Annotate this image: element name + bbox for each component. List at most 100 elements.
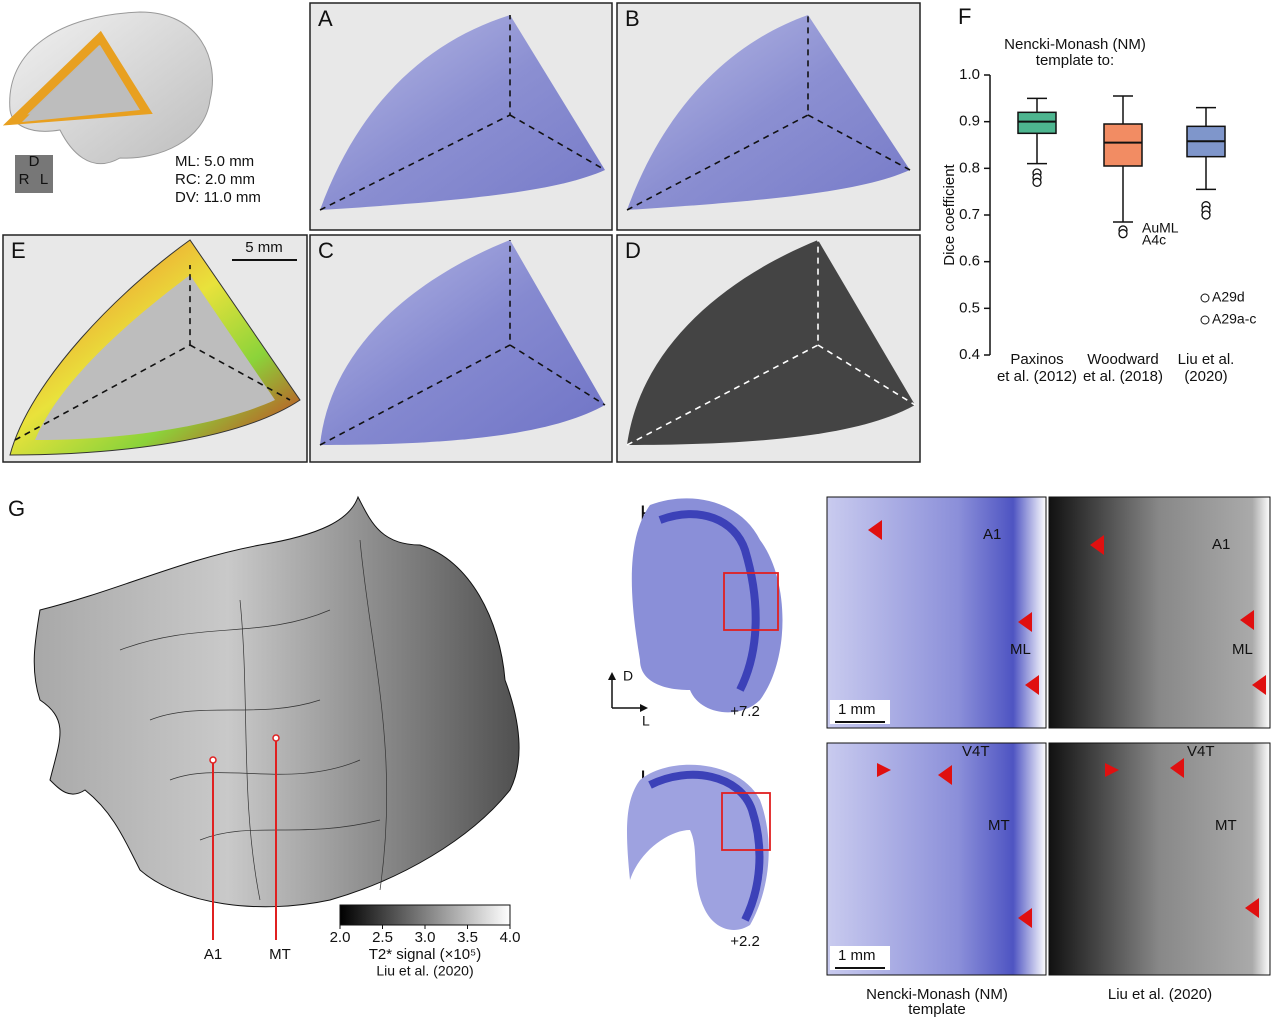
dim-text: DV: 11.0 mm (175, 189, 261, 206)
illustration (1105, 763, 1119, 777)
zoom-label: A1 (983, 526, 1001, 543)
orientation-label: D (623, 668, 633, 684)
box (1103, 123, 1143, 167)
colorbar-tick-label: 2.0 (330, 929, 351, 946)
illustration (1252, 675, 1266, 695)
colorbar-source: Liu et al. (2020) (376, 963, 473, 979)
section-coord: +2.2 (730, 933, 760, 950)
y-tick-label: 0.9 (959, 113, 980, 130)
illustration (1025, 675, 1039, 695)
illustration (320, 15, 605, 210)
illustration (1018, 908, 1032, 928)
illustration (35, 275, 275, 440)
dim-text: RC: 2.0 mm (175, 171, 255, 188)
cube-label: D (29, 153, 40, 170)
x-tick-label: et al. (2018) (1083, 368, 1163, 385)
annotation: A4c (1142, 232, 1166, 248)
y-tick-label: 0.5 (959, 299, 980, 316)
x-tick-label: et al. (2012) (997, 368, 1077, 385)
illustration (33, 495, 520, 908)
y-tick-label: 0.7 (959, 206, 980, 223)
panel-label: G (8, 496, 25, 521)
illustration (626, 15, 911, 211)
section-coord: +7.2 (730, 703, 760, 720)
illustration (627, 240, 915, 445)
illustration (616, 2, 921, 231)
box-plot: F Nencki-Monash (NM) template to: Dice c… (941, 4, 1256, 385)
illustration (119, 539, 388, 901)
illustration (626, 240, 916, 446)
y-axis-label: Dice coefficient (941, 163, 958, 265)
outlier (1118, 229, 1128, 239)
zoom-label: ML (1010, 641, 1031, 658)
illustration (608, 672, 648, 712)
annotation: A29d (1212, 289, 1245, 305)
illustration (721, 792, 771, 851)
illustration (1170, 758, 1184, 778)
illustration (22, 45, 140, 122)
illustration (723, 572, 779, 631)
illustration (877, 763, 891, 777)
illustration (826, 496, 1047, 729)
chart-title: Nencki-Monash (NM) (1004, 36, 1146, 53)
x-tick-label: Liu et al. (1178, 351, 1235, 368)
panel-c: C (309, 234, 613, 463)
panel-label: C (318, 238, 334, 263)
illustration (1090, 535, 1104, 555)
illustration (826, 742, 1047, 976)
y-tick-label: 0.4 (959, 346, 980, 363)
x-tick-label: (2020) (1184, 368, 1227, 385)
x-tick-label: Woodward (1087, 351, 1158, 368)
illustration (627, 764, 769, 930)
illustration (15, 155, 53, 193)
illustration (339, 904, 511, 926)
panel-label: A (318, 6, 333, 31)
x-tick-label: Paxinos (1010, 351, 1063, 368)
zoom-label: A1 (1212, 536, 1230, 553)
illustration (658, 510, 760, 692)
illustration (868, 520, 1266, 928)
chart-title: template to: (1036, 52, 1114, 69)
colorbar-tick-label: 2.5 (372, 929, 393, 946)
legend-marker (1200, 293, 1210, 303)
colorbar-tick-label: 3.5 (457, 929, 478, 946)
annotation: AuML (1142, 220, 1179, 236)
illustration (309, 234, 613, 463)
illustration (627, 15, 910, 210)
panel-label: E (11, 238, 26, 263)
illustration (320, 240, 605, 445)
cube-label: L (40, 171, 48, 188)
area-label: A1 (204, 946, 222, 963)
panel-g: G A1 MT 2.0 2.5 3.0 3.5 4.0 T2* signal (×10⁵… (8, 495, 520, 979)
scale-bar-label: 1 mm (838, 947, 876, 964)
illustration (272, 734, 280, 742)
illustration (1048, 742, 1271, 976)
scale-bar-label: 1 mm (838, 701, 876, 718)
legend-marker (1200, 315, 1210, 325)
illustration (319, 15, 606, 211)
illustration (1018, 612, 1032, 632)
illustration (631, 498, 783, 713)
panel-label: D (625, 238, 641, 263)
outlier (1032, 177, 1042, 187)
colorbar-label: T2* signal (×10⁵) (369, 946, 482, 963)
panel-a: A (309, 2, 613, 231)
overview-3d: D R L ML: 5.0 mm RC: 2.0 mm DV: 11.0 mm (2, 11, 261, 206)
illustration (868, 520, 882, 540)
y-tick-label: 0.6 (959, 253, 980, 270)
panel-label: F (958, 4, 971, 29)
panel-e: 5 mm E (2, 234, 308, 463)
panel-h: H +7.2 D L (608, 498, 783, 729)
illustration (830, 946, 890, 970)
cube-label: R (19, 171, 30, 188)
illustration (611, 675, 645, 709)
colorbar-tick-label: 3.0 (415, 929, 436, 946)
box (1017, 111, 1057, 135)
panel-i: I +2.2 (627, 764, 771, 950)
outlier (1201, 210, 1211, 220)
illustration (1245, 898, 1259, 918)
scale-bar-label: 5 mm (245, 239, 283, 256)
panel-d: D (616, 234, 921, 463)
